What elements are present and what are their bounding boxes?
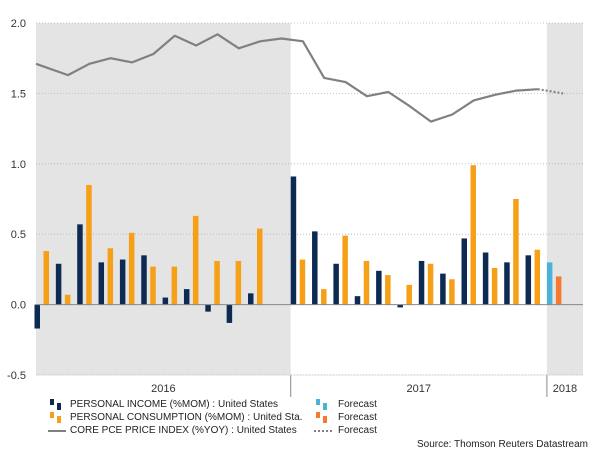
bar-consumption xyxy=(406,284,412,305)
y-tick-label: 0.0 xyxy=(11,300,26,312)
bar-income xyxy=(333,263,339,305)
legend-swatch-income-forecast xyxy=(316,399,327,410)
y-tick-label: 1.5 xyxy=(11,88,26,100)
x-tick-label-2018: 2018 xyxy=(553,383,577,395)
legend-swatch-income xyxy=(50,399,61,410)
legend-row-income: PERSONAL INCOME (%MOM) : United States F… xyxy=(48,398,408,411)
bar-consumption xyxy=(299,259,306,305)
bar-income xyxy=(162,297,169,305)
bar-income xyxy=(312,231,318,305)
legend-label-core-pce: CORE PCE PRICE INDEX (%YOY) : United Sta… xyxy=(70,425,297,436)
bar-consumption xyxy=(235,260,242,305)
x-tick-label-2016: 2016 xyxy=(151,383,175,395)
forecast-bar-income xyxy=(546,262,553,305)
y-tick-label: 1.0 xyxy=(11,159,26,171)
legend-forecast-label-consumption: Forecast xyxy=(338,412,377,423)
bar-consumption xyxy=(513,199,519,305)
bar-income xyxy=(205,304,211,312)
bar-income xyxy=(55,263,62,305)
bar-consumption xyxy=(107,248,114,305)
legend: PERSONAL INCOME (%MOM) : United States F… xyxy=(48,398,408,437)
core-pce-line xyxy=(35,33,538,123)
bar-consumption xyxy=(470,165,476,305)
legend-label-income: PERSONAL INCOME (%MOM) : United States xyxy=(70,399,279,410)
legend-swatch-consumption xyxy=(50,412,61,423)
bar-income xyxy=(248,293,254,305)
bar-consumption xyxy=(534,249,541,305)
bar-consumption xyxy=(363,260,370,305)
bar-income xyxy=(504,262,510,305)
legend-swatch-core-pce xyxy=(48,430,66,432)
bar-income xyxy=(440,273,446,305)
bar-consumption xyxy=(385,275,391,305)
bar-consumption xyxy=(491,267,498,305)
y-tick-label: 0.5 xyxy=(11,229,26,241)
bar-consumption xyxy=(171,266,178,305)
legend-row-core-pce: CORE PCE PRICE INDEX (%YOY) : United Sta… xyxy=(48,424,408,437)
bar-income xyxy=(98,262,105,305)
y-tick-label: 2.0 xyxy=(11,18,26,30)
bar-income xyxy=(525,255,532,305)
bar-income xyxy=(226,304,233,323)
bar-consumption xyxy=(128,232,135,305)
bar-consumption xyxy=(257,228,263,305)
forecast-bar-consumption xyxy=(555,276,562,305)
bar-income xyxy=(119,259,126,305)
bar-income xyxy=(354,296,361,305)
shaded-period-2016 xyxy=(36,23,291,375)
bar-consumption xyxy=(86,184,92,305)
bar-income xyxy=(397,304,403,308)
bar-consumption xyxy=(150,266,156,305)
legend-swatch-consumption-forecast xyxy=(316,412,327,423)
bar-consumption xyxy=(449,279,455,305)
bar-income xyxy=(77,224,83,305)
bar-income xyxy=(482,252,489,305)
bar-consumption xyxy=(214,260,220,305)
bar-consumption xyxy=(321,289,327,305)
legend-swatch-core-pce-forecast xyxy=(314,430,334,432)
bar-income xyxy=(461,238,467,305)
legend-forecast-label-income: Forecast xyxy=(338,399,377,410)
bar-income xyxy=(418,260,425,305)
bar-income xyxy=(376,270,382,305)
source-note: Source: Thomson Reuters Datastream xyxy=(416,439,588,450)
bar-consumption xyxy=(64,294,71,305)
bar-income xyxy=(34,304,40,329)
bar-consumption xyxy=(43,251,49,305)
legend-label-consumption: PERSONAL CONSUMPTION (%MOM) : United Sta… xyxy=(70,412,302,423)
shaded-period-2018 xyxy=(546,23,583,375)
bar-consumption xyxy=(342,235,348,305)
x-tick-label-2017: 2017 xyxy=(407,383,431,395)
legend-row-consumption: PERSONAL CONSUMPTION (%MOM) : United Sta… xyxy=(48,411,408,424)
legend-forecast-label-core-pce: Forecast xyxy=(338,425,377,436)
bar-income xyxy=(183,289,190,305)
bar-income xyxy=(290,176,297,305)
bar-consumption xyxy=(192,215,199,305)
bar-income xyxy=(141,255,147,305)
bar-consumption xyxy=(427,263,434,305)
core-pce-forecast-line xyxy=(537,88,564,95)
y-tick-label: -0.5 xyxy=(7,370,26,382)
